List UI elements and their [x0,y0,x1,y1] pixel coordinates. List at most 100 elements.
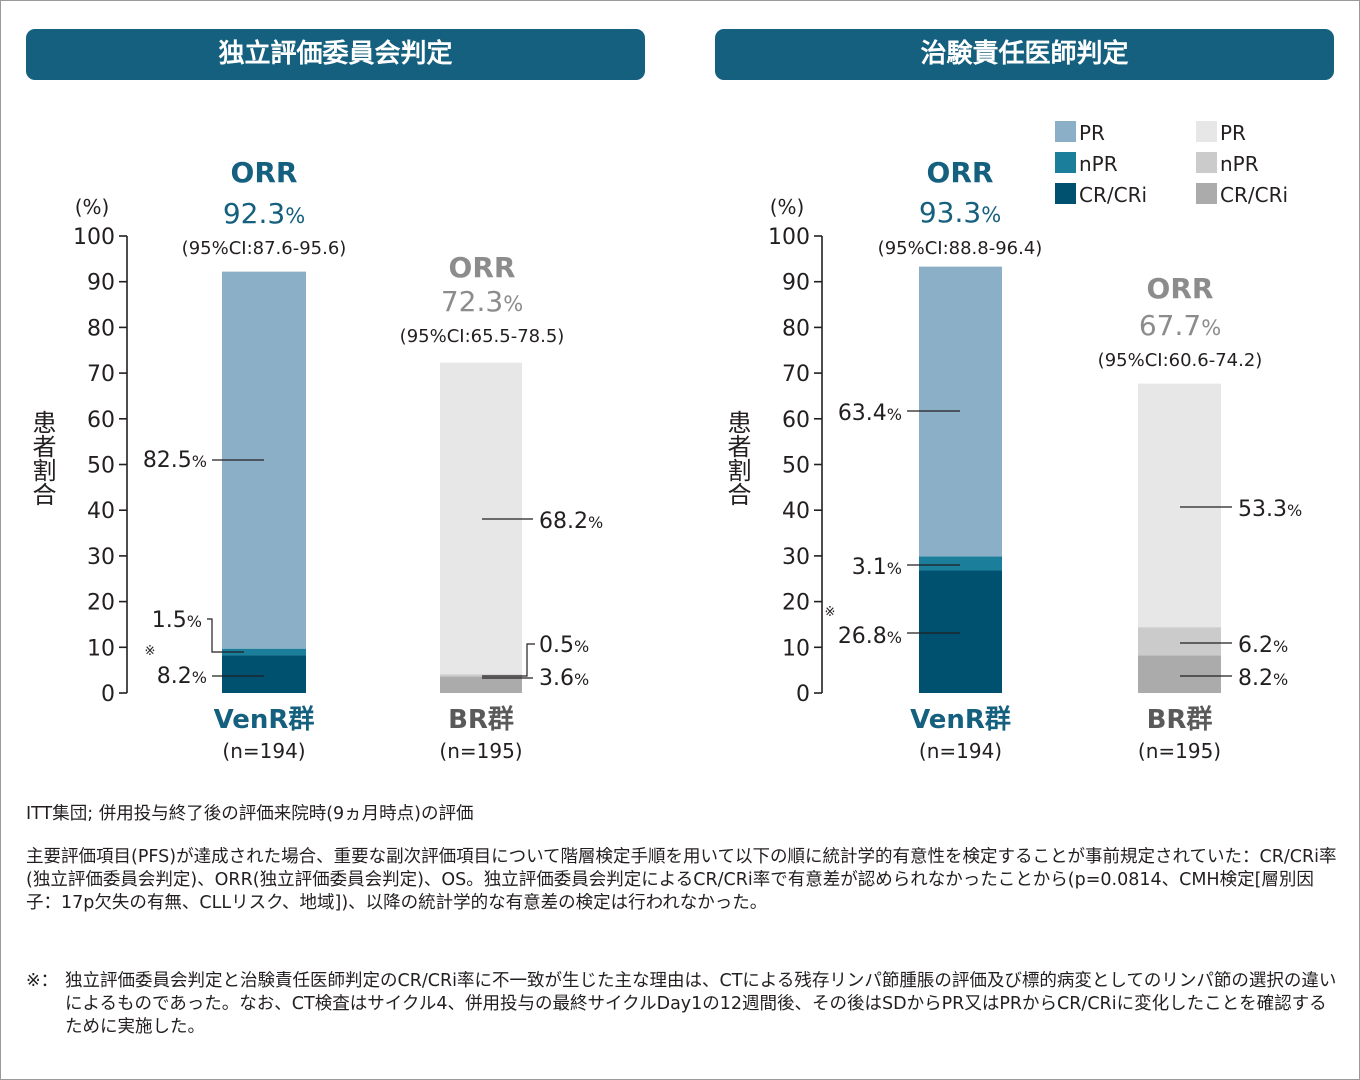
segment-value: 53.3 [1238,497,1287,522]
y-tick-label: 80 [87,316,115,341]
segment-percent: % [1287,501,1302,520]
y-tick-label: 40 [87,499,115,524]
segment-label: 3.6% [539,666,589,691]
orr-value: 92.3% [223,197,305,230]
orr-ci: (95%CI:65.5-78.5) [400,326,565,347]
segment-percent: % [887,628,902,647]
legend-swatch [1055,183,1076,204]
bar-segment-pr [1138,383,1221,628]
chart-panel-1: 0102030405060708090100(%)患者割合8.2%※1.5%82… [28,156,603,763]
orr-value: 67.7% [1139,309,1221,342]
legend-swatch [1055,121,1076,142]
legend-swatch [1196,152,1217,173]
segment-percent: % [192,452,207,471]
segment-label: 8.2% [1238,666,1288,691]
legend-label: CR/CRi [1220,183,1288,207]
segment-label: 0.5% [539,633,589,658]
panel-header-independent-review: 独立評価委員会判定 [26,29,645,80]
footnote-population: ITT集団; 併用投与終了後の評価来院時(9ヵ月時点)の評価 [26,803,1338,826]
note-mark: ※ [825,605,836,620]
bar-segment-crcri [440,676,522,693]
legend-label: PR [1079,121,1105,145]
orr-number: 92.3 [223,197,285,230]
y-tick-label: 0 [101,682,115,707]
segment-percent: % [192,668,207,687]
y-tick-label: 40 [782,499,810,524]
x-n-label: (n=195) [1138,739,1221,763]
segment-value: 26.8 [838,624,887,649]
segment-label: 26.8% [838,624,902,649]
legend-swatch [1196,183,1217,204]
bar-segment-npr [919,556,1002,571]
chart-panel-2: 0102030405060708090100(%)患者割合26.8%※3.1%6… [723,121,1302,763]
footnote-note-mark: ※： [26,971,59,991]
segment-value: 8.2 [157,664,192,689]
bar-group-1: 26.8%※3.1%63.4%ORR93.3%(95%CI:88.8-96.4)… [825,156,1043,763]
y-axis-title: 患者割合 [723,410,751,506]
panel-header-investigator: 治験責任医師判定 [715,29,1334,80]
y-tick-label: 80 [782,316,810,341]
footnote-population-text: ITT集団; 併用投与終了後の評価来院時(9ヵ月時点)の評価 [26,804,474,824]
y-tick-label: 10 [782,636,810,661]
segment-value: 8.2 [1238,666,1273,691]
bar-group-1: 8.2%※1.5%82.5%ORR92.3%(95%CI:87.6-95.6)V… [143,156,347,763]
segment-value: 1.5 [152,608,187,633]
segment-percent: % [574,670,589,689]
y-tick-label: 20 [782,591,810,616]
segment-value: 63.4 [838,401,887,426]
y-tick-label: 100 [73,225,115,250]
orr-percent: % [981,203,1001,227]
orr-stacked-bar-charts: 0102030405060708090100(%)患者割合8.2%※1.5%82… [28,121,1302,763]
y-unit-label: (%) [770,195,805,219]
orr-ci: (95%CI:60.6-74.2) [1098,350,1263,371]
bar-segment-crcri [222,655,306,693]
segment-label: 8.2% [157,664,207,689]
y-tick-label: 90 [782,271,810,296]
y-tick-label: 70 [782,362,810,387]
orr-number: 67.7 [1139,309,1201,342]
orr-value: 72.3% [441,285,523,318]
segment-percent: % [887,559,902,578]
segment-value: 3.1 [852,555,887,580]
orr-label: ORR [231,156,298,189]
legend-label: CR/CRi [1079,183,1147,207]
y-tick-label: 0 [796,682,810,707]
segment-value: 3.6 [539,666,574,691]
x-category-label: BR群 [1147,705,1213,735]
segment-percent: % [588,513,603,532]
y-tick-label: 70 [87,362,115,387]
segment-percent: % [1273,637,1288,656]
orr-percent: % [503,292,523,316]
orr-number: 72.3 [441,285,503,318]
y-tick-label: 50 [782,454,810,479]
orr-value: 93.3% [919,196,1001,229]
segment-value: 6.2 [1238,633,1273,658]
y-tick-label: 10 [87,636,115,661]
legend-label: nPR [1220,152,1259,176]
orr-ci: (95%CI:88.8-96.4) [878,238,1043,259]
x-category-label: VenR群 [214,705,315,735]
y-tick-label: 90 [87,271,115,296]
y-tick-label: 50 [87,454,115,479]
x-category-label: BR群 [448,705,514,735]
footnote-primary-text: 主要評価項目(PFS)が達成された場合、重要な副次評価項目について階層検定手順を… [26,847,1337,913]
bar-segment-crcri [919,570,1002,693]
footnote-discrepancy-note: ※： 独立評価委員会判定と治験責任医師判定のCR/CRi率に不一致が生じた主な理… [26,970,1338,1039]
x-n-label: (n=195) [439,739,522,763]
segment-label: 82.5% [143,448,207,473]
segment-label: 53.3% [1238,497,1302,522]
bar-group-2: 8.2%6.2%53.3%ORR67.7%(95%CI:60.6-74.2)BR… [1098,272,1303,763]
segment-percent: % [187,612,202,631]
legend-label: PR [1220,121,1246,145]
segment-value: 0.5 [539,633,574,658]
segment-label: 3.1% [852,555,902,580]
y-unit-label: (%) [75,195,110,219]
x-n-label: (n=194) [919,739,1002,763]
leader-line [482,643,535,677]
legend-swatch [1055,152,1076,173]
y-tick-label: 30 [782,545,810,570]
y-tick-label: 60 [782,408,810,433]
x-n-label: (n=194) [222,739,305,763]
orr-label: ORR [449,251,516,284]
y-tick-label: 100 [768,225,810,250]
